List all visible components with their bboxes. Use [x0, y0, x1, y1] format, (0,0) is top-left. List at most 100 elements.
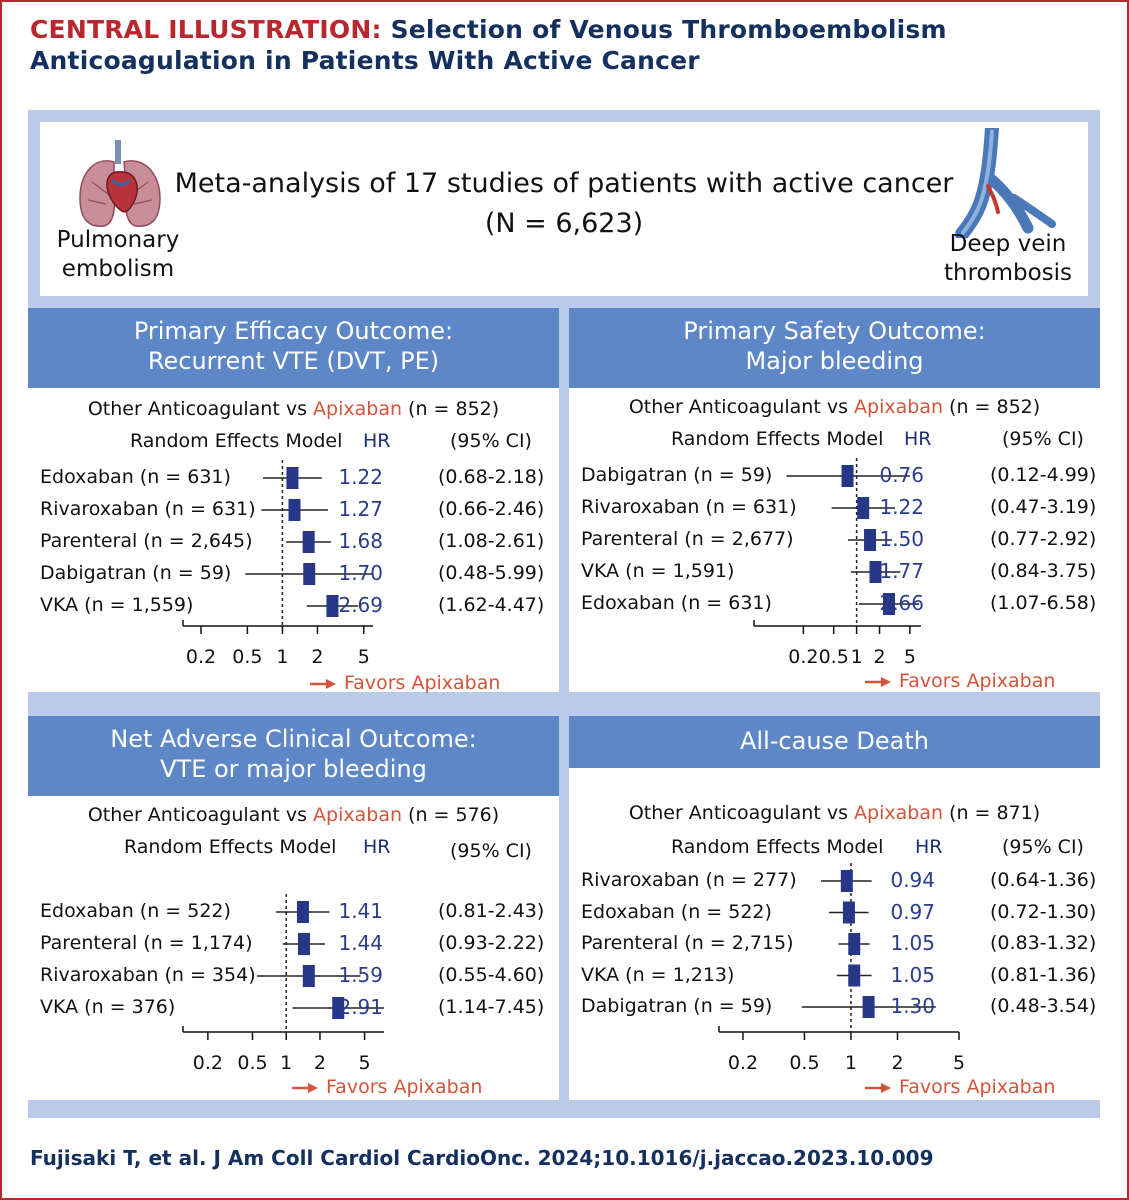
vein-icon: [955, 128, 1056, 238]
model-label: Random Effects Model: [124, 836, 337, 858]
comparison-prefix: Other Anticoagulant vs: [628, 396, 855, 418]
x-tick-label: 1: [850, 646, 863, 668]
row-label: Edoxaban (n = 631): [581, 592, 772, 614]
hr-header: HR: [904, 428, 932, 450]
arrow-right-icon: [865, 676, 891, 687]
row-ci-value: (1.07-6.58): [990, 592, 1097, 614]
forest-plot: [182, 460, 373, 634]
x-tick-label: 0.5: [818, 646, 849, 668]
hr-marker: [286, 467, 299, 489]
row-hr-value: 1.70: [338, 561, 383, 585]
hr-marker: [303, 563, 316, 585]
x-tick-label: 1: [844, 1052, 858, 1074]
model-label: Random Effects Model: [671, 428, 884, 450]
ci-header: (95% CI): [450, 840, 532, 862]
row-ci-value: (0.93-2.22): [438, 932, 545, 954]
arrow-right-icon: [865, 1082, 891, 1093]
row-label: Rivaroxaban (n = 631): [40, 498, 256, 520]
row-ci-value: (0.48-5.99): [438, 562, 545, 584]
row-label: Parenteral (n = 2,715): [581, 932, 794, 954]
row-hr-value: 1.22: [338, 465, 383, 489]
row-hr-value: 0.76: [879, 463, 924, 487]
panel-title-line1: Primary Efficacy Outcome:: [133, 317, 454, 345]
favors-label: Favors Apixaban: [310, 672, 500, 694]
figure-header: CENTRAL ILLUSTRATION: Selection of Venou…: [30, 14, 1110, 76]
favors-label: Favors Apixaban: [865, 670, 1055, 692]
panel-title-line2: Recurrent VTE (DVT, PE): [147, 347, 440, 375]
row-label: Dabigatran (n = 59): [40, 562, 232, 584]
row-hr-value: 1.41: [338, 899, 383, 923]
favors-label: Favors Apixaban: [292, 1076, 482, 1098]
intro-box: Pulmonary embolism Meta-analysis of 17 s…: [40, 122, 1088, 296]
row-label: Edoxaban (n = 522): [581, 900, 772, 923]
row-hr-value: 1.27: [338, 497, 383, 521]
efficacy-outcome-panel: Primary Efficacy Outcome: Recurrent VTE (…: [28, 308, 559, 694]
comparison-subtitle: Other Anticoagulant vs Apixaban (n = 576…: [28, 804, 559, 826]
intro-title: Meta-analysis of 17 studies of patients …: [174, 168, 954, 199]
citation: Fujisaki T, et al. J Am Coll Cardiol Car…: [30, 1146, 934, 1170]
row-ci-value: (0.83-1.32): [990, 932, 1097, 954]
pulmonary-embolism-label: Pulmonary embolism: [56, 227, 180, 282]
x-tick-label: 0.5: [237, 1052, 268, 1074]
hr-marker: [848, 933, 861, 955]
row-hr-value: 0.94: [890, 868, 935, 892]
comparison-subtitle: Other Anticoagulant vs Apixaban (n = 871…: [569, 802, 1100, 824]
arrow-right-icon: [310, 678, 336, 689]
row-label: Edoxaban (n = 522): [40, 900, 231, 922]
x-tick-label: 5: [952, 1052, 966, 1074]
hr-marker: [857, 497, 870, 519]
panel-title: Net Adverse Clinical Outcome: VTE or majo…: [28, 716, 559, 796]
favors-text: Favors Apixaban: [344, 672, 501, 694]
row-label: Rivaroxaban (n = 354): [40, 964, 256, 986]
comparison-n: (n = 852): [402, 398, 500, 420]
x-tick-label: 0.2: [192, 1052, 223, 1074]
hr-marker: [842, 901, 855, 924]
row-ci-value: (0.68-2.18): [438, 466, 545, 488]
favors-label: Favors Apixaban: [865, 1076, 1055, 1098]
x-tick-label: 2: [311, 646, 324, 668]
safety-outcome-panel: Primary Safety Outcome: Major bleeding Oth…: [569, 308, 1100, 692]
x-tick-label: 5: [357, 646, 370, 668]
lungs-heart-icon: [79, 140, 161, 227]
hr-marker: [840, 870, 853, 892]
x-tick-label: 5: [358, 1052, 371, 1074]
row-hr-value: 1.77: [879, 559, 924, 583]
favors-text: Favors Apixaban: [899, 1076, 1056, 1098]
row-ci-value: (0.77-2.92): [990, 528, 1097, 550]
forest-plot: [753, 458, 921, 634]
forest-plot: [182, 894, 384, 1040]
x-tick-label: 1: [280, 1052, 293, 1074]
row-hr-value: 2.91: [338, 995, 383, 1019]
hr-marker: [862, 996, 875, 1018]
arrow-right-icon: [292, 1082, 318, 1093]
row-ci-value: (0.55-4.60): [438, 964, 545, 986]
hr-header: HR: [363, 430, 391, 452]
comparison-prefix: Other Anticoagulant vs: [628, 802, 855, 824]
row-ci-value: (0.81-1.36): [990, 963, 1097, 986]
comparison-drug: Apixaban: [313, 804, 403, 826]
row-label: Parenteral (n = 1,174): [40, 932, 253, 954]
comparison-subtitle: Other Anticoagulant vs Apixaban (n = 852…: [28, 398, 559, 420]
intro-sample-size: (N = 6,623): [484, 208, 644, 239]
ci-header: (95% CI): [450, 430, 532, 452]
comparison-prefix: Other Anticoagulant vs: [87, 804, 314, 826]
row-hr-value: 1.30: [890, 994, 935, 1018]
model-label: Random Effects Model: [130, 430, 343, 452]
row-ci-value: (0.64-1.36): [990, 869, 1097, 891]
row-label: Rivaroxaban (n = 631): [581, 496, 797, 518]
hr-marker: [326, 595, 339, 617]
comparison-n: (n = 852): [943, 396, 1041, 418]
panel-title: Primary Efficacy Outcome: Recurrent VTE (…: [28, 308, 559, 388]
panel-title-line2: Major bleeding: [745, 347, 924, 375]
row-label: Rivaroxaban (n = 277): [581, 869, 797, 891]
deep-vein-thrombosis-label: Deep vein thrombosis: [943, 231, 1073, 286]
x-tick-label: 2: [313, 1052, 327, 1074]
hr-marker: [332, 997, 345, 1019]
row-ci-value: (0.72-1.30): [990, 900, 1097, 923]
row-hr-value: 1.05: [890, 962, 935, 987]
comparison-n: (n = 576): [402, 804, 500, 826]
hr-marker: [302, 965, 315, 987]
hr-marker: [288, 499, 301, 521]
comparison-subtitle: Other Anticoagulant vs Apixaban (n = 852…: [569, 396, 1100, 418]
forest-plot: [718, 863, 960, 1040]
